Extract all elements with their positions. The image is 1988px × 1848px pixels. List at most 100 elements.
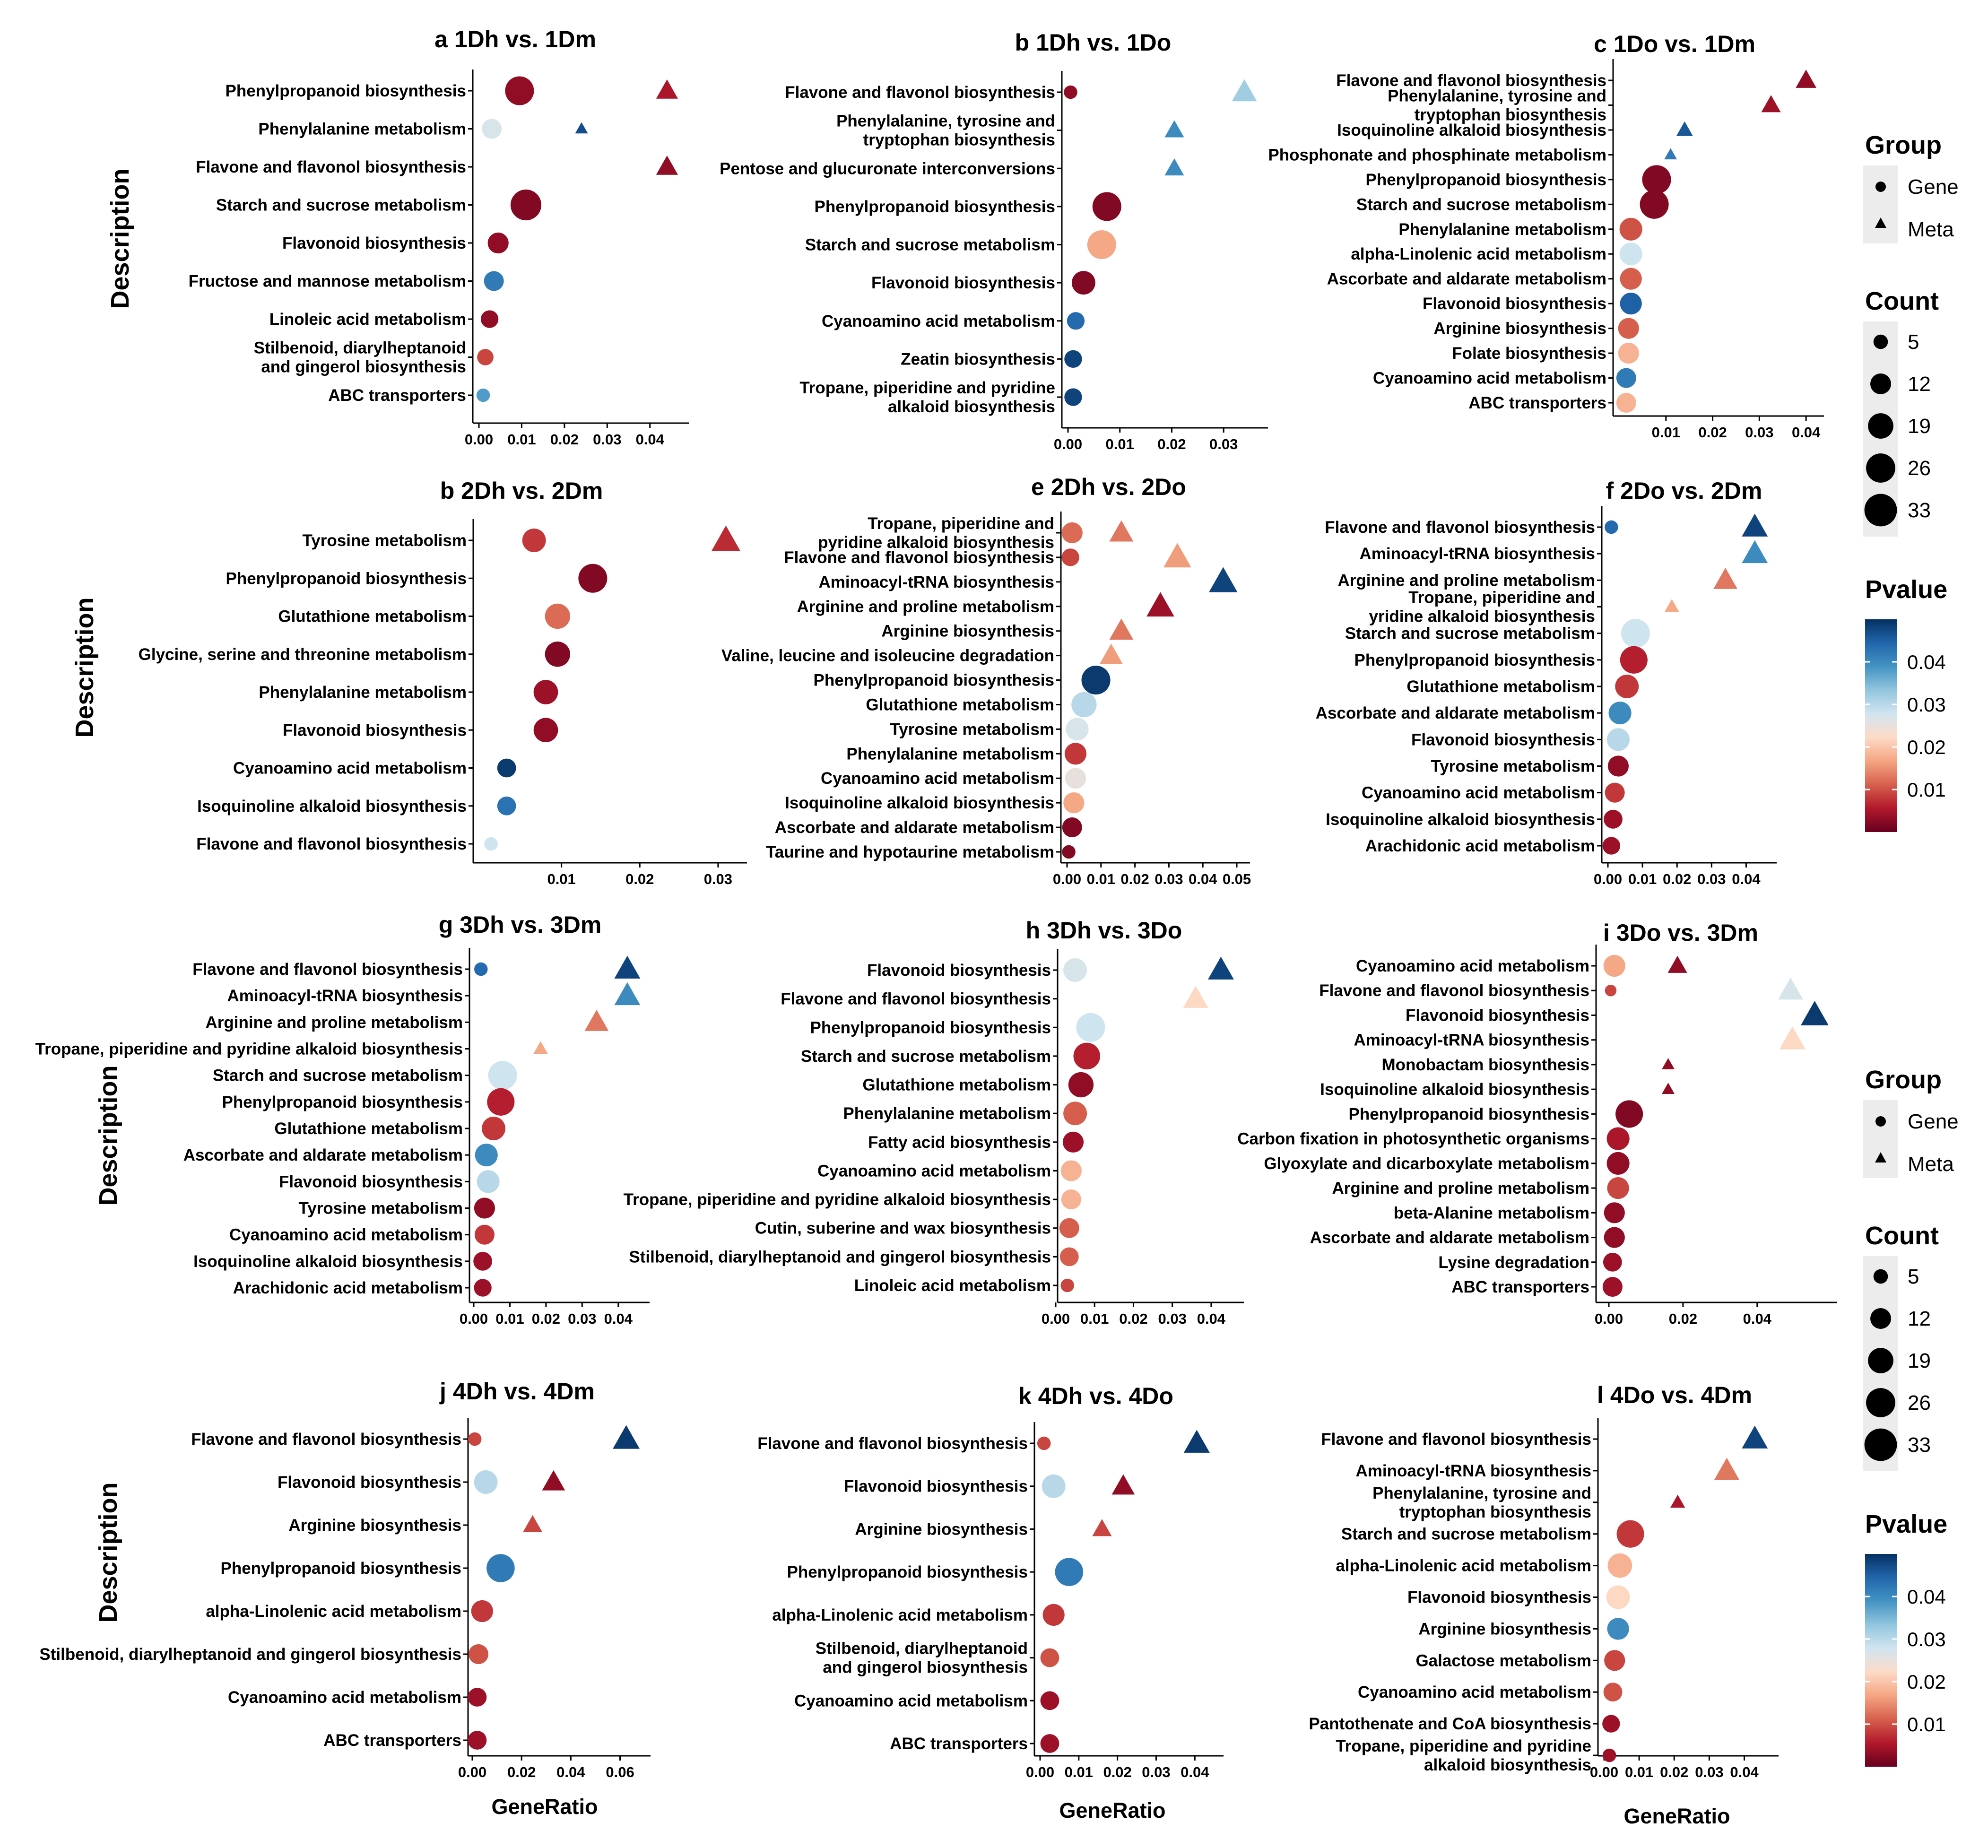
category-label: Flavone and flavonol biosynthesis (784, 548, 1054, 567)
x-tick-label: 0.01 (1652, 424, 1680, 441)
category-label: beta-Alanine metabolism (1394, 1204, 1589, 1222)
meta-point (1667, 955, 1687, 973)
x-tick-label: 0.03 (1142, 1764, 1170, 1780)
x-tick-label: 0.03 (1158, 1310, 1186, 1327)
gene-point (1616, 1520, 1644, 1548)
x-tick-label: 0.02 (1663, 871, 1691, 887)
panel-10: j 4Dh vs. 4Dm Flavone and flavonol biosyn… (39, 1378, 651, 1780)
gene-point (545, 642, 571, 667)
category-label: Fructose and mannose metabolism (189, 272, 466, 291)
category-label: Phenylalanine metabolism (846, 745, 1054, 763)
gene-point (477, 1170, 500, 1193)
x-tick-label: 0.04 (1732, 871, 1761, 887)
count-key-circle (1868, 1348, 1893, 1373)
legend-top: Group Gene Meta Count 5 12 19 26 33 Pvalue 0.04 0.0… (1863, 131, 1959, 832)
x-tick-label: 0.04 (1730, 1764, 1759, 1780)
gene-point (474, 1470, 498, 1494)
meta-point (1662, 1058, 1675, 1069)
category-label: Starch and sucrose metabolism (1341, 1525, 1591, 1544)
category-label: Galactose metabolism (1415, 1651, 1591, 1670)
gene-point (1040, 1648, 1059, 1667)
x-tick-label: 0.03 (1745, 424, 1773, 441)
category-label: Isoquinoline alkaloid biosynthesis (193, 1252, 463, 1271)
category-label: Flavonoid biosynthesis (844, 1477, 1028, 1496)
category-label: Flavonoid biosynthesis (283, 721, 467, 739)
category-label: Flavonoid biosynthesis (1423, 295, 1606, 313)
category-label: Stilbenoid, diarylheptanoid and gingerol… (39, 1645, 461, 1664)
gene-point (1607, 755, 1629, 777)
gene-point (1618, 318, 1639, 339)
gene-point (1604, 1650, 1625, 1671)
category-label: Linoleic acid metabolism (269, 310, 466, 329)
legend-bottom: Group Gene Meta Count 5 12 19 26 33 Pvalue 0.04 0.0… (1863, 1066, 1959, 1767)
x-axis-title-j: GeneRatio (491, 1795, 598, 1819)
y-axis-title-row2: Description (70, 597, 99, 737)
pvalue-tick-label: 0.02 (1907, 1671, 1946, 1693)
category-label: Tropane, piperidine and pyridine alkaloi… (35, 1040, 463, 1058)
category-label: Glyoxylate and dicarboxylate metabolism (1264, 1154, 1589, 1173)
category-label: Starch and sucrose metabolism (216, 196, 466, 215)
pvalue-colorbar (1865, 619, 1897, 832)
category-label: Flavonoid biosynthesis (279, 1172, 463, 1191)
pvalue-colorbar (1865, 1554, 1897, 1767)
gene-point (1620, 268, 1642, 290)
category-label: Phenylpropanoid biosynthesis (813, 671, 1054, 690)
category-label: Phenylalanine metabolism (1398, 220, 1606, 239)
gene-point (486, 1554, 515, 1582)
category-label: Isoquinoline alkaloid biosynthesis (1326, 810, 1595, 829)
gene-point (1092, 192, 1121, 221)
y-axis-title-row1: Description (106, 168, 134, 309)
gene-point (505, 76, 534, 105)
meta-point (1109, 520, 1134, 542)
category-label: Tyrosine metabolism (302, 531, 467, 550)
panel-title: b 2Dh vs. 2Dm (440, 477, 603, 504)
category-label: Arginine biosynthesis (1433, 320, 1606, 338)
meta-point (1676, 121, 1693, 136)
gene-point (1602, 1748, 1616, 1762)
meta-point (1092, 1519, 1112, 1536)
gene-point (1064, 388, 1082, 406)
gene-point (1603, 1683, 1623, 1702)
category-label: Phenylpropanoid biosynthesis (1348, 1105, 1589, 1123)
group-legend-title: Group (1865, 1066, 1942, 1094)
gene-point (1076, 1013, 1105, 1042)
category-label: Phenylpropanoid biosynthesis (225, 82, 466, 100)
category-label: Cyanoamino acid metabolism (1362, 784, 1595, 802)
category-label: Phenylpropanoid biosynthesis (810, 1018, 1051, 1037)
meta-point (1163, 543, 1191, 568)
gene-point (484, 271, 504, 291)
category-label: Cutin, suberine and wax biosynthesis (755, 1219, 1051, 1238)
category-label: Flavonoid biosynthesis (871, 274, 1055, 292)
category-label: Glutathione metabolism (866, 695, 1054, 714)
category-label: Stilbenoid, diarylheptanoid and gingerol … (816, 1640, 1028, 1677)
gene-point (1067, 312, 1085, 330)
group-key-label: Meta (1908, 1153, 1954, 1176)
category-label: Phenylalanine metabolism (259, 683, 467, 702)
category-label: Pantothenate and CoA biosynthesis (1309, 1715, 1591, 1733)
category-label: Glutathione metabolism (1406, 677, 1595, 696)
count-legend-title: Count (1865, 1222, 1939, 1250)
gene-point (1619, 217, 1642, 241)
x-tick-label: 0.02 (1669, 1310, 1697, 1327)
category-label: Folate biosynthesis (1452, 344, 1606, 363)
category-label: Cyanoamino acid metabolism (822, 312, 1055, 330)
category-label: Zeatin biosynthesis (901, 350, 1055, 368)
category-label: Tropane, piperidine and pyridine alkaloid… (1336, 1737, 1591, 1774)
x-axis-title-l: GeneRatio (1623, 1804, 1730, 1828)
panel-title: b 1Dh vs. 1Do (1015, 29, 1172, 56)
meta-point (1207, 956, 1234, 980)
gene-point (484, 837, 498, 851)
category-label: Flavone and flavonol biosynthesis (757, 1434, 1028, 1453)
count-key-label: 19 (1908, 1349, 1931, 1372)
gene-point (474, 962, 488, 976)
category-label: Phenylalanine, tyrosine and tryptophan bi… (1372, 1484, 1591, 1521)
category-label: Glycine, serine and threonine metabolism (139, 645, 467, 664)
x-tick-label: 0.00 (460, 1310, 488, 1327)
gene-point (471, 1600, 493, 1622)
gene-point (473, 1251, 493, 1271)
count-key-circle (1873, 1269, 1888, 1284)
panel-title: a 1Dh vs. 1Dm (434, 26, 596, 52)
category-label: Phenylpropanoid biosynthesis (226, 569, 467, 588)
gene-point (1605, 782, 1625, 803)
meta-point (1209, 567, 1238, 592)
